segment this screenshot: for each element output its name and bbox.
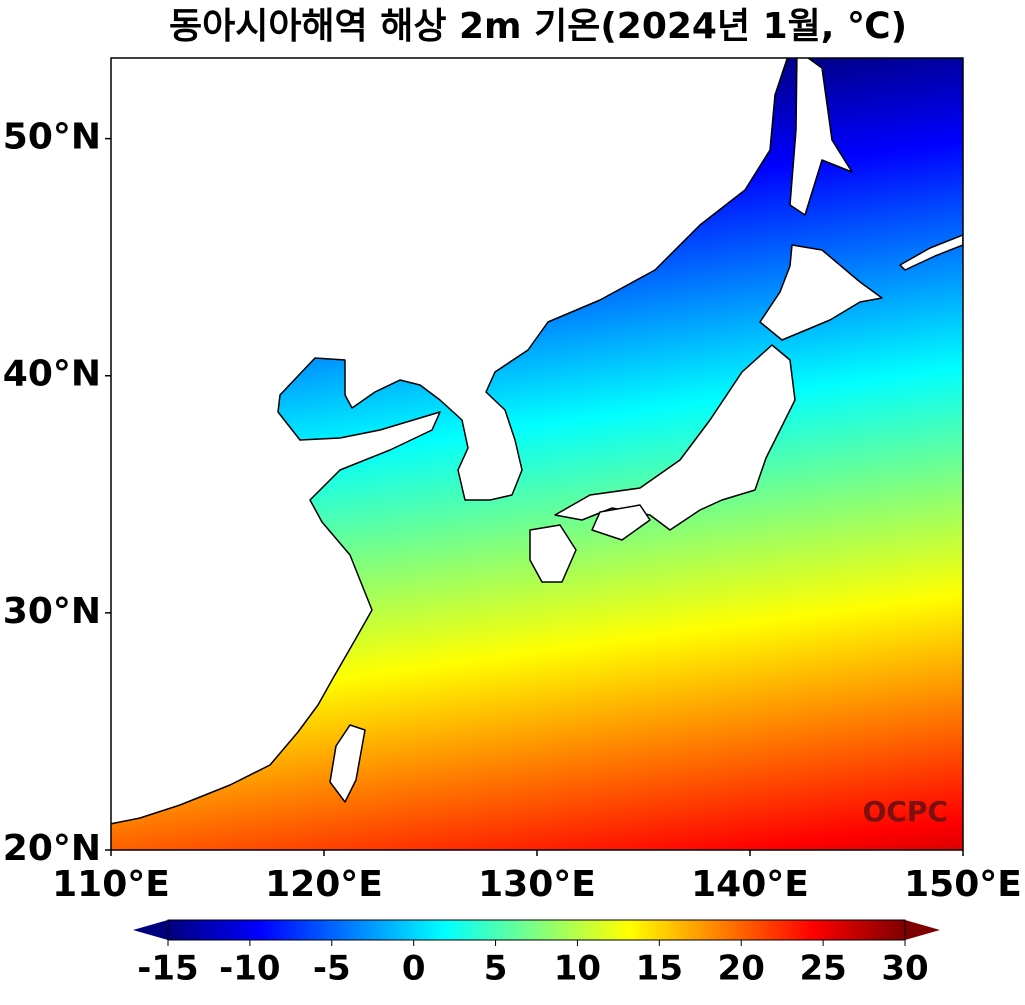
colorbar-tick-label: 20 bbox=[718, 949, 765, 989]
mainland bbox=[111, 58, 789, 825]
sakhalin bbox=[789, 58, 853, 216]
hokkaido bbox=[759, 244, 883, 341]
colorbar-extend-high bbox=[905, 920, 940, 940]
kyushu bbox=[529, 524, 577, 583]
colorbar-tick-label: 0 bbox=[402, 949, 426, 989]
y-tick-label: 20°N bbox=[3, 828, 101, 869]
colorbar-tick-label: 15 bbox=[636, 949, 683, 989]
colorbar-tick-label: 5 bbox=[484, 949, 508, 989]
taiwan bbox=[329, 724, 366, 803]
kuril bbox=[899, 234, 963, 271]
y-tick-label: 30°N bbox=[3, 591, 101, 632]
colorbar-tick-label: -5 bbox=[313, 949, 351, 989]
map bbox=[111, 58, 963, 850]
watermark: OCPC bbox=[863, 795, 948, 828]
chart-title: 동아시아해역 해상 2m 기온(2024년 1월, ℃) bbox=[169, 6, 907, 47]
colorbar-tick-label: 10 bbox=[554, 949, 601, 989]
x-tick-label: 150°E bbox=[904, 864, 1022, 905]
shikoku bbox=[591, 504, 651, 541]
y-tick-label: 50°N bbox=[3, 117, 101, 158]
colorbar bbox=[167, 919, 906, 941]
colorbar-tick-label: -10 bbox=[219, 949, 280, 989]
colorbar-extend-low bbox=[133, 920, 168, 940]
x-tick-label: 140°E bbox=[691, 864, 809, 905]
x-tick-label: 130°E bbox=[478, 864, 596, 905]
colorbar-tick-label: -15 bbox=[137, 949, 198, 989]
x-tick-label: 120°E bbox=[265, 864, 383, 905]
x-tick-label: 110°E bbox=[52, 864, 170, 905]
colorbar-tick-label: 30 bbox=[881, 949, 928, 989]
colorbar-tick-label: 25 bbox=[799, 949, 846, 989]
y-tick-label: 40°N bbox=[3, 354, 101, 395]
